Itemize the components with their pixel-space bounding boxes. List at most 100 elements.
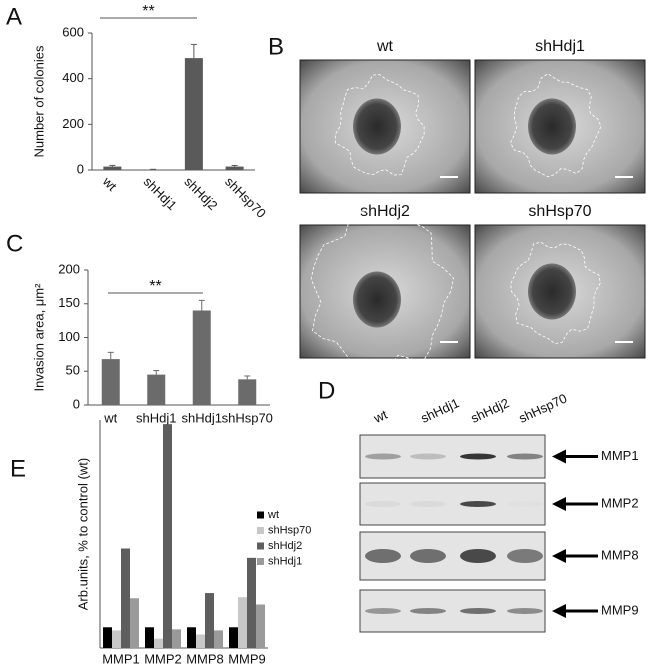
bar (154, 638, 163, 648)
band (365, 501, 401, 507)
y-tick-label: 600 (62, 24, 84, 39)
bar (163, 424, 172, 648)
x-tick-label: MMP8 (186, 651, 224, 666)
bar (130, 598, 139, 648)
significance-mark: ** (149, 278, 161, 295)
y-tick-label: 100 (58, 329, 80, 344)
band (410, 549, 446, 563)
x-tick-label: shHdj1 (182, 410, 222, 425)
arrow-head (552, 604, 566, 618)
band (410, 501, 446, 507)
bar (256, 604, 265, 648)
spheroid (353, 271, 401, 328)
legend-swatch (257, 558, 264, 565)
invasion-outline (510, 241, 601, 345)
panel-letter: D (318, 377, 335, 404)
bar (214, 630, 223, 648)
x-tick-label: shHdj2 (181, 174, 220, 213)
band (410, 453, 446, 460)
bar (205, 593, 214, 648)
bar (196, 634, 205, 648)
lane-label: shHdj2 (468, 395, 511, 426)
y-tick-label: 150 (58, 295, 80, 310)
y-tick-label: 50 (66, 363, 80, 378)
invasion-outline (334, 74, 425, 176)
invasion-outline (510, 73, 602, 178)
band (507, 453, 543, 460)
arrow-head (552, 449, 566, 464)
image-label: shHsp70 (528, 203, 591, 220)
y-axis-label: Invasion area, μm² (31, 283, 46, 392)
bar (145, 627, 154, 648)
bar (112, 630, 121, 648)
legend-label: shHdj1 (268, 555, 302, 567)
bar (172, 629, 181, 648)
x-tick-label: wt (103, 410, 117, 425)
bar (238, 597, 247, 648)
y-tick-label: 200 (58, 261, 80, 276)
x-tick-label: shHsp70 (222, 410, 273, 425)
bar (101, 359, 120, 405)
bar (103, 627, 112, 648)
arrow-head (552, 549, 566, 563)
image-label: shHdj1 (535, 38, 585, 55)
x-tick-label: MMP2 (144, 651, 182, 666)
legend-swatch (257, 511, 264, 519)
legend-swatch (257, 527, 264, 534)
bar (184, 58, 203, 170)
panel-letter: C (6, 230, 23, 257)
bar (192, 310, 211, 405)
band (365, 453, 401, 460)
blot (359, 482, 546, 526)
band (460, 608, 496, 614)
lane-label: shHdj1 (418, 395, 461, 426)
y-tick-label: 0 (77, 161, 84, 176)
invasion-outline (310, 208, 455, 375)
legend-swatch (257, 542, 264, 550)
y-tick-label: 0 (73, 396, 80, 411)
band (460, 453, 496, 460)
spheroid (528, 98, 576, 155)
bar (147, 374, 166, 405)
bar (225, 166, 244, 170)
panel-letter: A (6, 3, 22, 30)
bar (121, 548, 130, 648)
band (365, 608, 401, 614)
y-axis-label: Arb.units, % to control (wt) (75, 458, 90, 610)
band (507, 549, 543, 563)
spheroid (528, 263, 576, 320)
significance-mark: ** (142, 3, 154, 20)
y-tick-label: 400 (62, 70, 84, 85)
bar (229, 627, 238, 648)
blot (359, 589, 546, 633)
bar (187, 627, 196, 648)
image-label: wt (376, 38, 394, 55)
blot-label: MMP1 (601, 448, 639, 463)
y-axis-label: Number of colonies (31, 45, 46, 157)
spheroid (353, 98, 401, 155)
image-label: shHdj2 (360, 203, 410, 220)
x-tick-label: wt (99, 173, 120, 194)
band (365, 549, 401, 563)
x-tick-label: MMP1 (102, 651, 140, 666)
x-tick-label: MMP9 (228, 651, 266, 666)
bar (238, 379, 257, 405)
y-tick-label: 200 (62, 116, 84, 131)
x-tick-label: shHdj1 (141, 174, 180, 213)
band (507, 608, 543, 614)
blot-label: MMP9 (601, 602, 639, 617)
band (507, 501, 543, 507)
panel-letter: E (10, 455, 26, 482)
legend-label: shHdj2 (268, 540, 302, 552)
lane-label: wt (370, 407, 389, 427)
blot-label: MMP8 (601, 547, 639, 562)
lane-label: shHsp70 (516, 391, 569, 426)
band (410, 608, 446, 614)
x-tick-label: shHsp70 (222, 174, 269, 221)
band (460, 549, 496, 563)
x-tick-label: shHdj1 (136, 410, 176, 425)
arrow-head (552, 497, 566, 511)
bar (103, 166, 122, 170)
panel-letter: B (268, 33, 284, 60)
